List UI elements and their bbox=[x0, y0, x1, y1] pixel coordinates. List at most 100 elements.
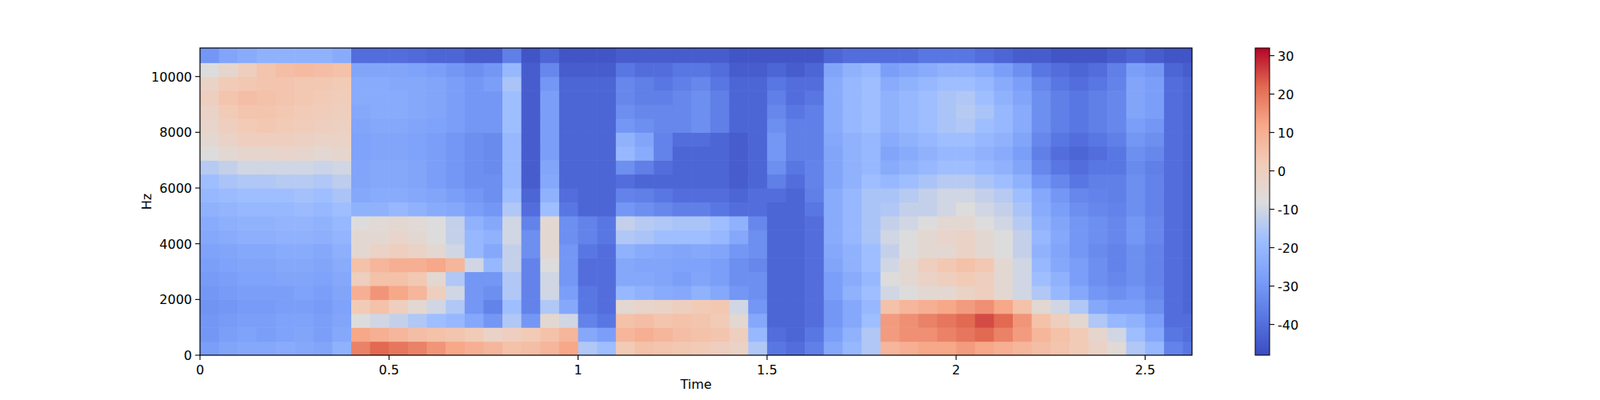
cell bbox=[842, 118, 862, 133]
cell bbox=[388, 104, 408, 120]
cell bbox=[880, 160, 900, 175]
cell bbox=[502, 146, 522, 161]
cell bbox=[785, 272, 805, 287]
cell bbox=[653, 90, 673, 105]
cell bbox=[785, 188, 805, 203]
cell bbox=[824, 132, 844, 147]
cell bbox=[975, 90, 995, 105]
cell bbox=[1144, 285, 1164, 300]
cell bbox=[975, 244, 995, 259]
cell bbox=[1069, 188, 1089, 203]
cell bbox=[578, 90, 598, 105]
cell bbox=[427, 90, 447, 105]
cell bbox=[880, 257, 900, 272]
cell bbox=[710, 327, 730, 342]
cell bbox=[200, 216, 220, 231]
cell bbox=[1012, 132, 1032, 147]
cell bbox=[616, 244, 636, 259]
cell bbox=[616, 327, 636, 342]
cell bbox=[351, 160, 371, 175]
cell bbox=[464, 160, 484, 175]
cell bbox=[767, 62, 787, 77]
cell bbox=[861, 146, 881, 161]
cell bbox=[578, 216, 598, 231]
cell bbox=[200, 285, 220, 300]
cell bbox=[559, 132, 579, 147]
cell bbox=[276, 285, 296, 300]
cell bbox=[785, 229, 805, 244]
cell bbox=[1050, 341, 1070, 356]
cell bbox=[256, 62, 276, 77]
cell bbox=[804, 272, 824, 287]
cell bbox=[256, 132, 276, 147]
cell bbox=[842, 229, 862, 244]
cell bbox=[502, 90, 522, 105]
cell bbox=[483, 299, 503, 314]
cell bbox=[956, 341, 976, 356]
cell bbox=[578, 76, 598, 92]
cell bbox=[956, 118, 976, 133]
cell bbox=[1183, 327, 1192, 342]
cell bbox=[219, 341, 239, 356]
cell bbox=[767, 285, 787, 300]
cell bbox=[1012, 216, 1032, 231]
cell bbox=[880, 285, 900, 300]
cell bbox=[634, 229, 654, 244]
cell bbox=[1164, 285, 1184, 300]
cell bbox=[1107, 132, 1127, 147]
cell bbox=[824, 146, 844, 161]
cell bbox=[1012, 146, 1032, 161]
cell bbox=[710, 90, 730, 105]
y-tick bbox=[195, 354, 200, 356]
cell bbox=[616, 257, 636, 272]
cell bbox=[483, 327, 503, 342]
cell bbox=[729, 132, 749, 147]
cell bbox=[899, 132, 919, 147]
cell bbox=[899, 244, 919, 259]
cell bbox=[993, 285, 1013, 300]
cell bbox=[1164, 341, 1184, 356]
cell bbox=[824, 201, 844, 216]
cell bbox=[1164, 201, 1184, 216]
cell bbox=[899, 201, 919, 216]
cell bbox=[956, 285, 976, 300]
colorbar bbox=[1255, 48, 1270, 356]
cell bbox=[842, 174, 862, 189]
cell bbox=[1126, 272, 1146, 287]
cell bbox=[1069, 76, 1089, 92]
cell bbox=[351, 299, 371, 314]
cell bbox=[804, 118, 824, 133]
cell bbox=[956, 216, 976, 231]
cell bbox=[219, 327, 239, 342]
cell bbox=[1164, 146, 1184, 161]
cell bbox=[1050, 118, 1070, 133]
cell bbox=[294, 229, 314, 244]
cell bbox=[388, 299, 408, 314]
cell bbox=[483, 341, 503, 356]
cell bbox=[842, 257, 862, 272]
cell bbox=[237, 132, 257, 147]
cell bbox=[1012, 299, 1032, 314]
cell bbox=[502, 285, 522, 300]
cell bbox=[804, 257, 824, 272]
cell bbox=[1012, 285, 1032, 300]
cell bbox=[332, 229, 352, 244]
cell bbox=[370, 188, 390, 203]
cell bbox=[540, 313, 560, 328]
cell bbox=[351, 244, 371, 259]
cell bbox=[918, 327, 938, 342]
cell bbox=[502, 160, 522, 175]
cell bbox=[502, 48, 522, 64]
cell bbox=[1183, 90, 1192, 105]
cell bbox=[332, 104, 352, 120]
cell bbox=[824, 90, 844, 105]
cell bbox=[521, 257, 541, 272]
cell bbox=[691, 341, 711, 356]
cell bbox=[1144, 188, 1164, 203]
cell bbox=[1069, 341, 1089, 356]
cell bbox=[1144, 62, 1164, 77]
cell bbox=[672, 174, 692, 189]
cell bbox=[672, 216, 692, 231]
cell bbox=[729, 62, 749, 77]
cell bbox=[313, 341, 333, 356]
